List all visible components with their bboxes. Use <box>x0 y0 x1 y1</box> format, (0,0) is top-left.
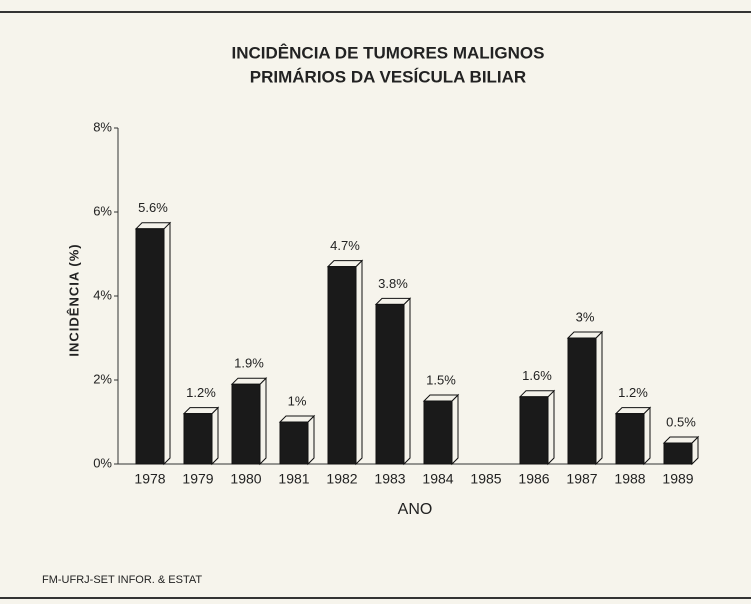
x-tick-label: 1987 <box>566 471 597 487</box>
value-label: 1.6% <box>522 368 552 383</box>
x-tick-label: 1988 <box>614 471 645 487</box>
x-tick-label: 1981 <box>278 471 309 487</box>
bar <box>519 396 549 465</box>
bar-top <box>278 415 316 423</box>
chart-title: INCIDÊNCIA DE TUMORES MALIGNOS <box>232 43 545 62</box>
bar-top <box>566 331 604 339</box>
bar-top <box>374 297 412 305</box>
value-label: 1% <box>288 393 307 408</box>
y-tick-label: 2% <box>93 371 112 386</box>
bar-side <box>643 406 651 466</box>
value-label: 5.6% <box>138 200 168 215</box>
value-label: 1.9% <box>234 356 264 371</box>
y-tick-label: 8% <box>93 119 112 134</box>
x-tick-label: 1983 <box>374 471 405 487</box>
bar-side <box>595 330 603 466</box>
bar <box>423 400 453 465</box>
bar-side <box>163 221 171 466</box>
x-tick-label: 1984 <box>422 471 453 487</box>
value-label: 1.2% <box>618 385 648 400</box>
y-axis-label: INCIDÊNCIA (%) <box>66 243 81 356</box>
x-axis-label: ANO <box>398 501 433 518</box>
source: FM-UFRJ-SET INFOR. & ESTAT <box>42 574 202 586</box>
chart-title: PRIMÁRIOS DA VESÍCULA BILIAR <box>250 67 526 86</box>
x-tick-label: 1980 <box>230 471 261 487</box>
bar-top <box>326 260 364 268</box>
bar-side <box>211 406 219 466</box>
y-tick-label: 6% <box>93 203 112 218</box>
bar-side <box>307 414 315 466</box>
bar-side <box>355 259 363 466</box>
bar <box>135 228 165 465</box>
x-tick-label: 1979 <box>182 471 213 487</box>
bar <box>327 266 357 465</box>
y-tick-label: 0% <box>93 455 112 470</box>
x-tick-label: 1985 <box>470 471 501 487</box>
value-label: 4.7% <box>330 238 360 253</box>
bar-side <box>403 297 411 466</box>
bar-side <box>547 389 555 466</box>
bar <box>279 421 309 465</box>
bar <box>375 303 405 465</box>
bar <box>615 413 645 465</box>
y-tick-label: 4% <box>93 287 112 302</box>
value-label: 1.5% <box>426 372 456 387</box>
bar-top <box>422 394 460 402</box>
bar <box>231 383 261 465</box>
bar-top <box>614 407 652 415</box>
x-tick-label: 1978 <box>134 471 165 487</box>
bar-top <box>230 377 268 385</box>
value-label: 3.8% <box>378 276 408 291</box>
bar <box>567 337 597 465</box>
bar-side <box>259 376 267 466</box>
bar <box>183 413 213 465</box>
bar-top <box>134 222 172 230</box>
value-label: 3% <box>576 309 595 324</box>
value-label: 0.5% <box>666 414 696 429</box>
x-tick-label: 1986 <box>518 471 549 487</box>
value-label: 1.2% <box>186 385 216 400</box>
bar-top <box>182 407 220 415</box>
bar <box>663 442 693 465</box>
bar-top <box>662 436 700 444</box>
bar-side <box>451 393 459 466</box>
x-tick-label: 1989 <box>662 471 693 487</box>
bar-top <box>518 390 556 398</box>
x-tick-label: 1982 <box>326 471 357 487</box>
